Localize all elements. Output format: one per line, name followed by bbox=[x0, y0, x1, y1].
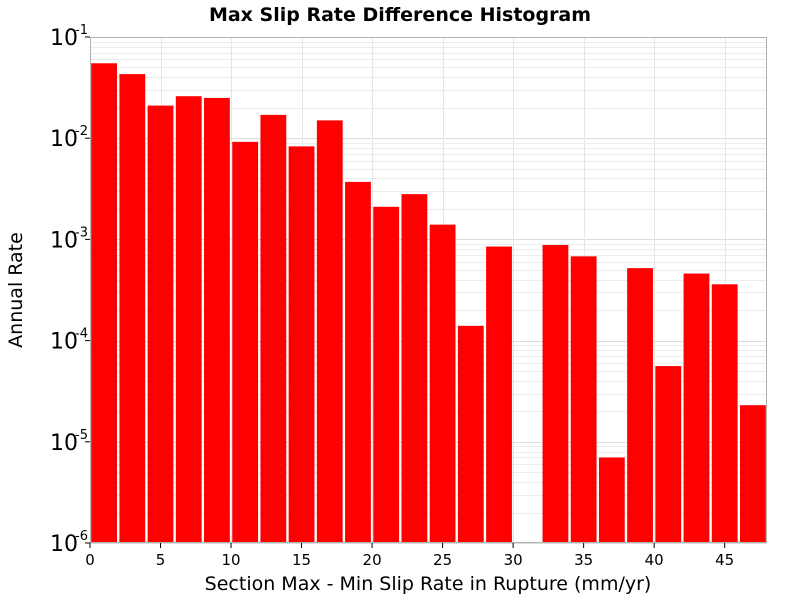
y-tick-exponent: -6 bbox=[75, 529, 88, 544]
chart-title: Max Slip Rate Difference Histogram bbox=[209, 4, 591, 26]
y-tick-label: 10 bbox=[50, 228, 78, 253]
x-axis-ticks: 0 5 10 15 20 25 30 35 40 45 bbox=[85, 543, 734, 569]
y-tick-exponent: -1 bbox=[75, 23, 88, 38]
y-tick-label: 10 bbox=[50, 532, 78, 557]
histogram-bar bbox=[401, 194, 428, 543]
histogram-bar bbox=[457, 325, 484, 543]
x-tick-label: 15 bbox=[292, 551, 311, 569]
histogram-bar bbox=[260, 114, 287, 543]
histogram-bar bbox=[288, 146, 315, 544]
histogram-bar bbox=[542, 245, 569, 543]
y-tick-label: 10 bbox=[50, 127, 78, 152]
y-axis-ticks: 10-610-510-410-310-210-1 bbox=[50, 23, 90, 557]
histogram-bar bbox=[147, 105, 174, 544]
y-tick-label: 10 bbox=[50, 26, 78, 51]
histogram-bar bbox=[345, 181, 371, 543]
x-axis-label: Section Max - Min Slip Rate in Rupture (… bbox=[205, 573, 652, 595]
x-tick-label: 40 bbox=[645, 551, 664, 569]
y-axis-label: Annual Rate bbox=[5, 232, 27, 348]
histogram-bar bbox=[373, 206, 400, 543]
histogram-bar bbox=[627, 268, 653, 543]
histogram-bar bbox=[655, 366, 682, 543]
histogram-bar bbox=[204, 97, 230, 544]
grid-lines bbox=[90, 37, 767, 544]
histogram-bar bbox=[711, 284, 738, 543]
histogram-bar bbox=[683, 273, 710, 543]
y-tick-label: 10 bbox=[50, 330, 78, 355]
bars bbox=[91, 63, 766, 544]
x-tick-label: 5 bbox=[156, 551, 166, 569]
histogram-bar bbox=[91, 63, 118, 543]
histogram-bar bbox=[598, 457, 625, 543]
y-tick-label: 10 bbox=[50, 431, 78, 456]
x-tick-label: 35 bbox=[574, 551, 593, 569]
histogram-bar bbox=[570, 256, 597, 543]
histogram-bar bbox=[175, 96, 202, 543]
x-tick-label: 30 bbox=[504, 551, 523, 569]
y-tick-exponent: -3 bbox=[75, 225, 88, 240]
histogram-bar bbox=[119, 74, 146, 544]
plot-border bbox=[90, 37, 767, 543]
x-tick-label: 20 bbox=[363, 551, 382, 569]
y-tick-exponent: -4 bbox=[75, 327, 88, 342]
x-tick-label: 25 bbox=[433, 551, 452, 569]
x-tick-label: 0 bbox=[85, 551, 95, 569]
histogram-bar bbox=[486, 246, 512, 544]
y-tick-exponent: -5 bbox=[75, 428, 88, 443]
histogram-bar bbox=[739, 405, 766, 543]
histogram-bar bbox=[429, 224, 456, 543]
x-tick-label: 45 bbox=[715, 551, 734, 569]
histogram-bar bbox=[232, 141, 259, 543]
y-tick-exponent: -2 bbox=[75, 124, 88, 139]
histogram-bar bbox=[316, 120, 343, 543]
x-tick-label: 10 bbox=[221, 551, 240, 569]
